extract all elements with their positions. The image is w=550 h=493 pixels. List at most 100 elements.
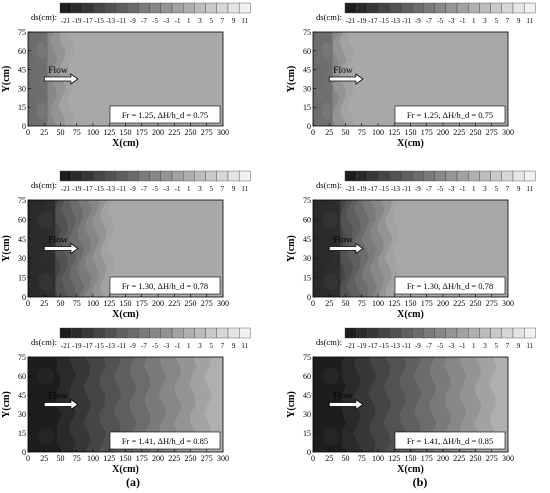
flow-label: Flow bbox=[48, 236, 68, 246]
x-tick-label: 100 bbox=[87, 454, 99, 463]
legend-tick: 1 bbox=[187, 185, 191, 193]
legend-tick: -21 bbox=[61, 17, 71, 25]
x-tick-label: 175 bbox=[136, 299, 148, 308]
legend-swatch bbox=[182, 2, 195, 14]
legend-tick: -5 bbox=[152, 17, 158, 25]
legend-tick: 7 bbox=[506, 17, 510, 25]
legend-swatch bbox=[149, 170, 162, 182]
y-tick-label: 45 bbox=[18, 391, 26, 400]
legend-tick: -1 bbox=[460, 185, 466, 193]
legend-label: ds(cm): bbox=[31, 180, 57, 190]
y-tick-label: 60 bbox=[303, 47, 311, 56]
legend-tick: -19 bbox=[357, 185, 367, 193]
flow-label: Flow bbox=[333, 66, 353, 76]
x-axis-label: X(cm) bbox=[112, 464, 139, 475]
x-tick-label: 100 bbox=[87, 299, 99, 308]
annotation-box bbox=[394, 431, 506, 450]
flow-arrow bbox=[328, 242, 364, 255]
legend-tick: -17 bbox=[83, 17, 93, 25]
legend-swatch bbox=[70, 2, 83, 14]
legend-tick: -7 bbox=[141, 185, 147, 193]
legend-swatch bbox=[138, 170, 150, 182]
legend-swatch bbox=[434, 2, 447, 14]
legend-swatch bbox=[456, 170, 469, 182]
legend-tick: -21 bbox=[61, 185, 71, 193]
x-tick-label: 100 bbox=[372, 128, 384, 137]
contour-patch bbox=[323, 428, 340, 446]
caption-right: (b) bbox=[413, 475, 428, 489]
legend-tick: -11 bbox=[402, 342, 412, 350]
legend-swatch bbox=[70, 170, 83, 182]
y-tick-label: 15 bbox=[18, 274, 26, 283]
x-tick-label: 250 bbox=[185, 454, 197, 463]
legend: ds(cm): -21 -19 -17 -15 -13 -11 -9 -7 -5 -3 -1 1 3 5 7 9… bbox=[31, 2, 251, 25]
legend-tick: -7 bbox=[426, 17, 432, 25]
legend-swatch bbox=[356, 2, 368, 14]
legend-tick: 5 bbox=[209, 185, 213, 193]
x-tick-label: 50 bbox=[57, 454, 65, 463]
x-tick-label: 75 bbox=[73, 454, 81, 463]
legend-swatch bbox=[194, 2, 206, 14]
legend-tick: -17 bbox=[368, 342, 378, 350]
y-axis-label: Y(cm) bbox=[1, 391, 12, 418]
legend-tick: -7 bbox=[426, 185, 432, 193]
legend-label: ds(cm): bbox=[31, 337, 57, 347]
contour-patch bbox=[323, 367, 340, 385]
legend-tick: 1 bbox=[187, 342, 191, 350]
legend-tick: -19 bbox=[72, 17, 82, 25]
x-tick-label: 275 bbox=[201, 299, 213, 308]
panel-a-top: ds(cm): -21 -19 -17 -15 -13 -11 -9 -7 -5 -3 -1 1 3 5 7 9… bbox=[1, 2, 251, 149]
flow-label: Flow bbox=[48, 66, 68, 76]
flow-arrow bbox=[328, 398, 364, 411]
flow-arrow bbox=[43, 73, 79, 85]
legend-tick: -15 bbox=[380, 342, 390, 350]
legend-swatch bbox=[59, 327, 72, 339]
legend-swatch bbox=[227, 2, 240, 14]
y-tick-label: 0 bbox=[22, 448, 26, 457]
legend: ds(cm): -21 -19 -17 -15 -13 -11 -9 -7 -5 -3 -1 1 3 5 7 9… bbox=[31, 327, 251, 350]
legend-tick: 9 bbox=[232, 17, 236, 25]
x-tick-label: 300 bbox=[502, 128, 514, 137]
annotation-text: Fr = 1.30, ΔH/h_d = 0.78 bbox=[407, 281, 493, 291]
y-tick-label: 60 bbox=[303, 215, 311, 224]
x-tick-label: 0 bbox=[26, 128, 30, 137]
legend-tick: -15 bbox=[380, 185, 390, 193]
legend-swatch bbox=[468, 327, 480, 339]
y-tick-label: 45 bbox=[18, 235, 26, 244]
x-tick-label: 275 bbox=[486, 454, 498, 463]
legend-tick: -9 bbox=[130, 17, 136, 25]
legend-swatch bbox=[479, 2, 491, 14]
x-tick-label: 200 bbox=[437, 299, 449, 308]
legend-swatch bbox=[501, 327, 514, 339]
x-tick-label: 0 bbox=[311, 454, 315, 463]
legend-tick: -9 bbox=[130, 342, 136, 350]
legend-swatch bbox=[367, 327, 379, 339]
legend-tick: -13 bbox=[391, 17, 401, 25]
x-tick-label: 75 bbox=[73, 128, 81, 137]
y-tick-label: 60 bbox=[18, 372, 26, 381]
legend-swatch bbox=[389, 2, 402, 14]
contour-patch bbox=[321, 102, 332, 120]
x-tick-label: 175 bbox=[421, 454, 433, 463]
x-tick-label: 225 bbox=[168, 128, 180, 137]
legend-swatch bbox=[524, 327, 536, 339]
legend-swatch bbox=[344, 2, 357, 14]
legend-tick: -17 bbox=[368, 17, 378, 25]
x-tick-label: 225 bbox=[168, 299, 180, 308]
contour-patch bbox=[36, 42, 47, 60]
legend-swatch bbox=[171, 2, 184, 14]
y-axis-label: Y(cm) bbox=[286, 66, 297, 93]
x-tick-label: 300 bbox=[502, 454, 514, 463]
y-tick-label: 30 bbox=[303, 254, 311, 263]
legend-tick: 5 bbox=[209, 17, 213, 25]
x-tick-label: 275 bbox=[201, 454, 213, 463]
legend-swatch bbox=[93, 170, 105, 182]
legend-tick: -13 bbox=[391, 342, 401, 350]
contour-patch bbox=[322, 272, 339, 291]
legend-tick: -13 bbox=[391, 185, 401, 193]
flow-label: Flow bbox=[48, 392, 68, 402]
x-tick-label: 250 bbox=[185, 128, 197, 137]
legend-label: ds(cm): bbox=[316, 180, 342, 190]
legend-swatch bbox=[238, 327, 251, 339]
legend-tick: -9 bbox=[130, 185, 136, 193]
